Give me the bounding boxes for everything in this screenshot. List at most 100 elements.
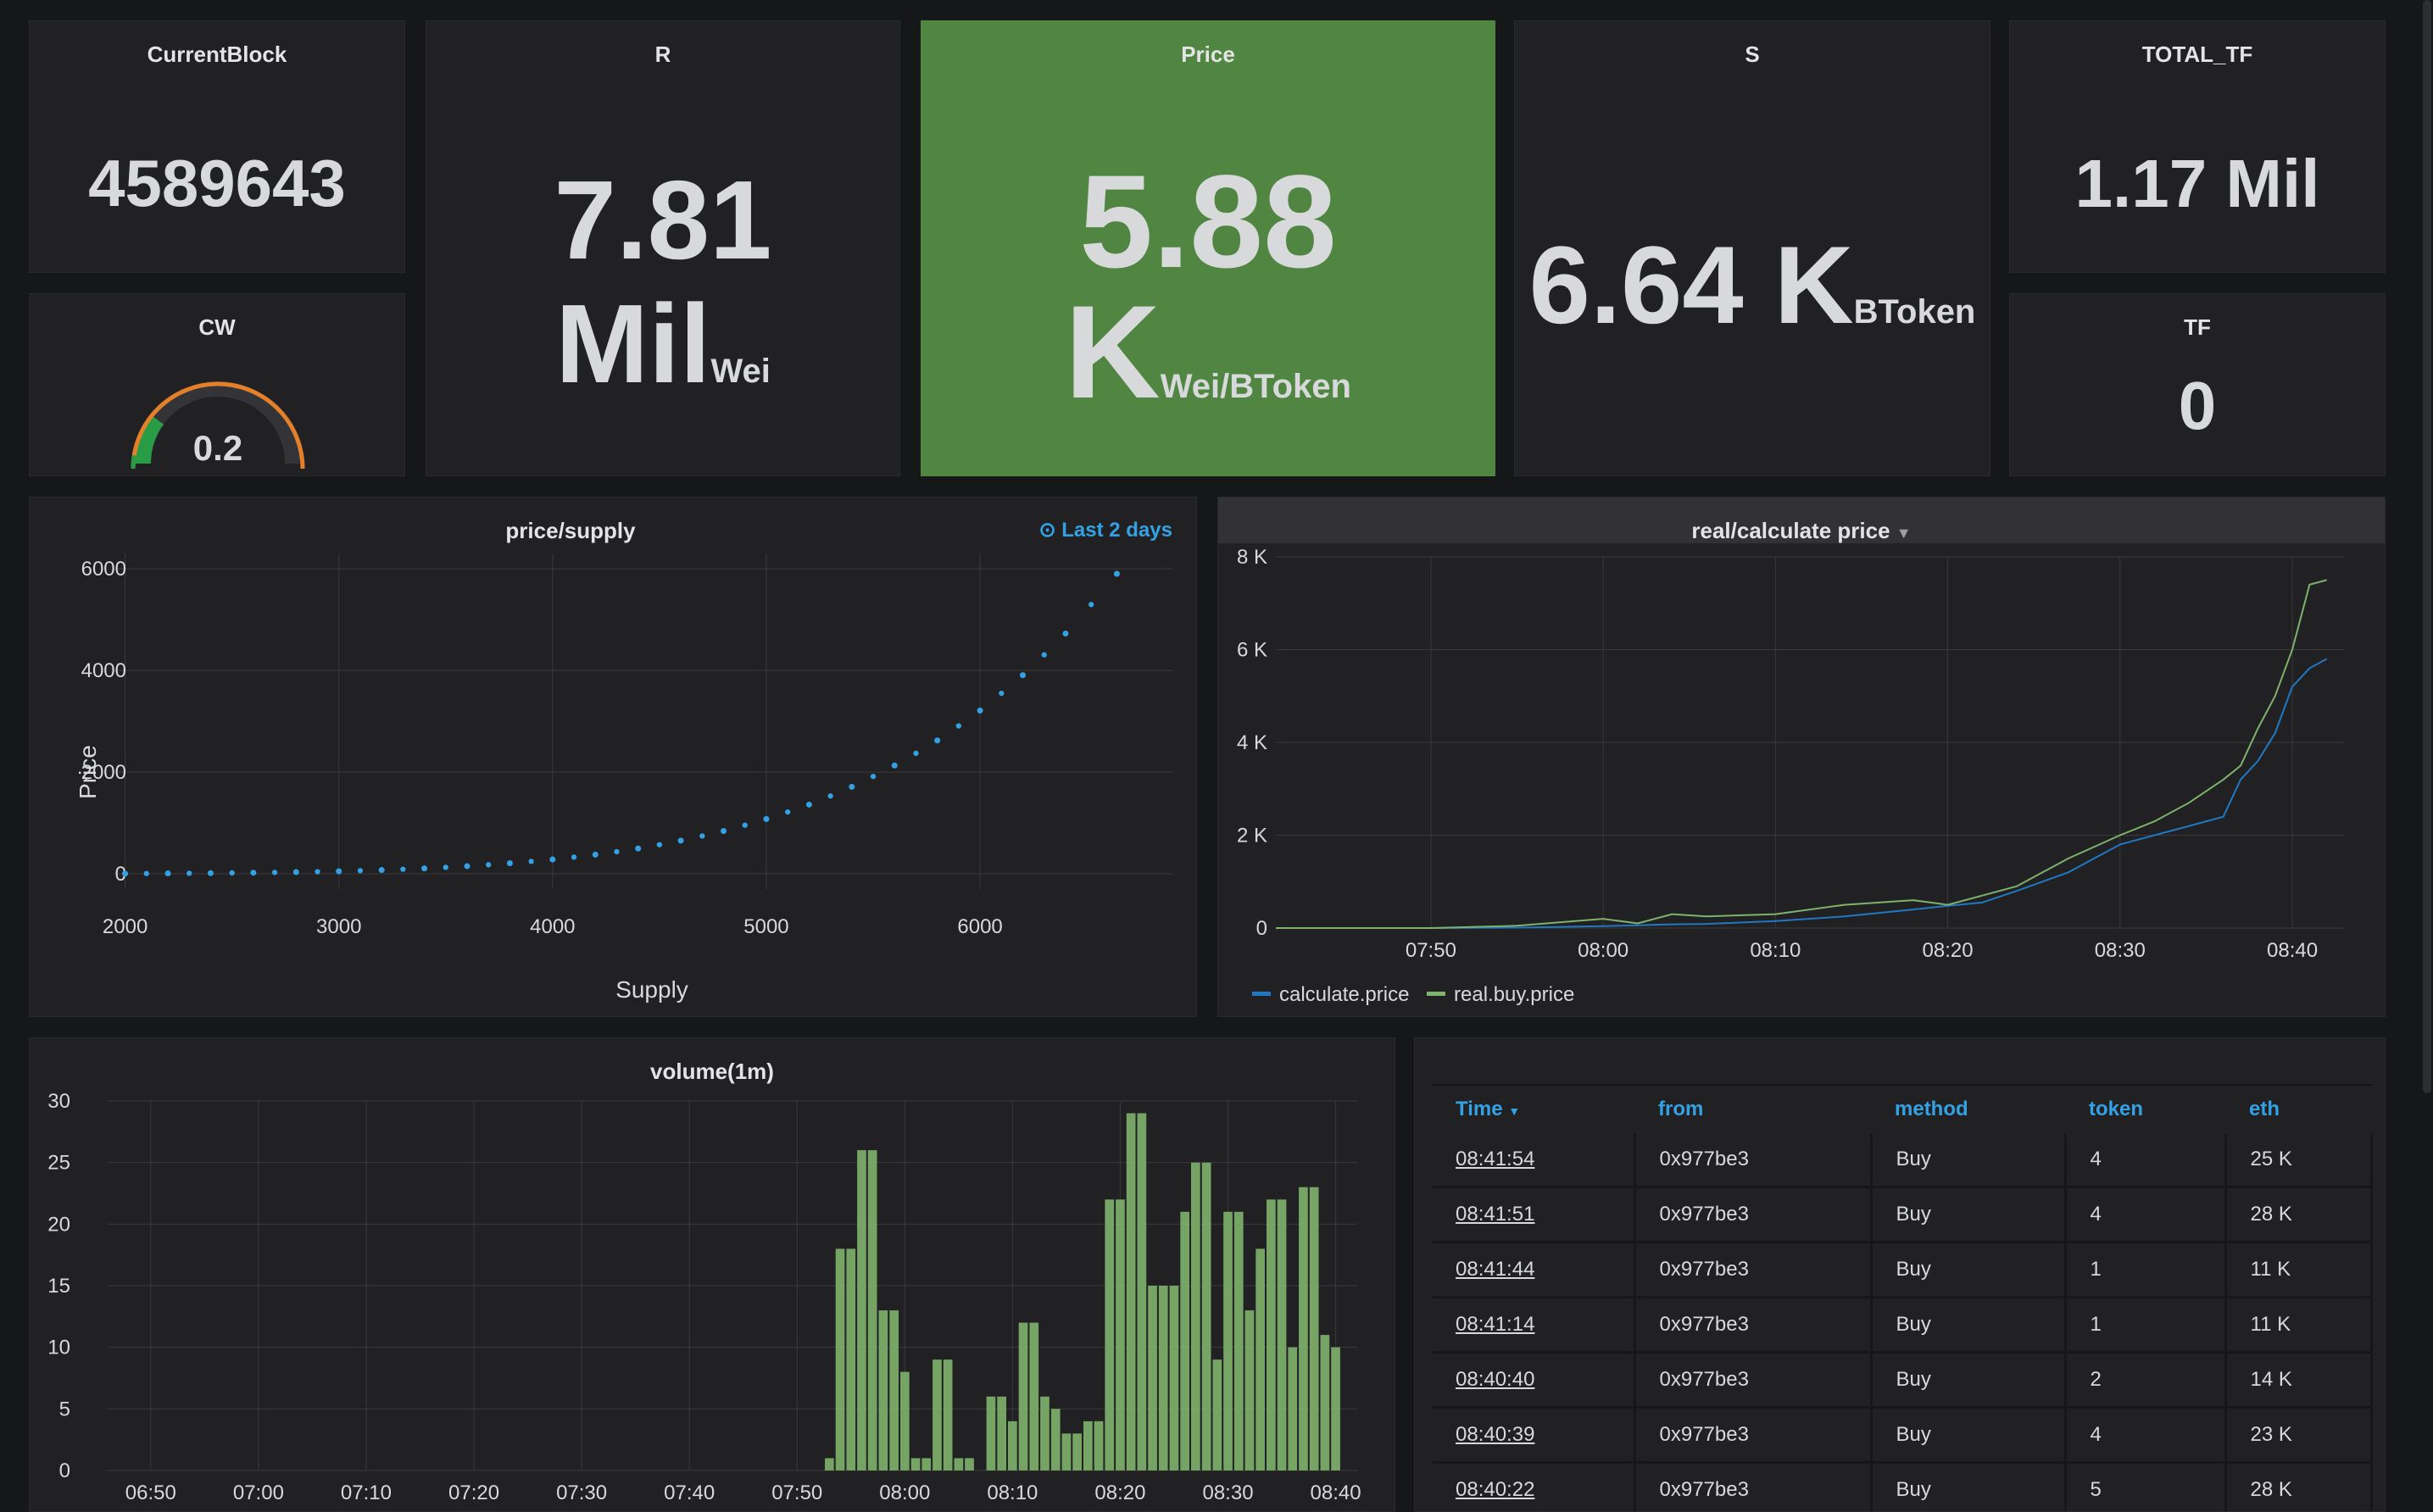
bar (900, 1372, 910, 1470)
transactions-panel[interactable]: Time ▼ from method token eth 08:41:54 0x… (1414, 1037, 2386, 1512)
x-tick-label: 6000 (957, 915, 1002, 938)
data-point (934, 737, 940, 743)
x-tick-label: 07:20 (448, 1481, 499, 1504)
data-point (1062, 631, 1068, 636)
column-header-method[interactable]: method (1871, 1085, 2065, 1133)
cell-time[interactable]: 08:41:51 (1432, 1187, 1634, 1242)
x-axis-label: Supply (615, 976, 688, 1003)
x-tick-label: 08:10 (987, 1481, 1038, 1504)
bar (1051, 1409, 1061, 1470)
column-header-token[interactable]: token (2065, 1085, 2225, 1133)
price-value-line2: KWei/BToken (921, 281, 1495, 459)
x-tick-label: 07:40 (664, 1481, 715, 1504)
bar (1191, 1163, 1200, 1470)
data-point (1114, 570, 1120, 576)
total-tf-panel[interactable]: TOTAL_TF 1.17 Mil (2009, 20, 2386, 273)
cell-token: 4 (2065, 1408, 2225, 1463)
s-value-row: 6.64 KBToken (1515, 221, 1990, 375)
bar (1321, 1335, 1330, 1470)
column-header-eth[interactable]: eth (2225, 1085, 2372, 1133)
bar (1008, 1421, 1017, 1470)
price-panel[interactable]: Price 5.88 KWei/BToken (921, 20, 1495, 476)
data-point (678, 837, 684, 843)
bar (1223, 1212, 1233, 1470)
data-point (956, 723, 961, 728)
column-header-time[interactable]: Time ▼ (1432, 1085, 1634, 1133)
y-tick-label: 0 (1256, 917, 1267, 940)
cell-time[interactable]: 08:41:54 (1432, 1133, 1634, 1187)
table-row: 08:40:22 0x977be3 Buy 5 28 K (1432, 1463, 2372, 1512)
x-tick-label: 08:30 (1202, 1481, 1253, 1504)
data-point (1020, 672, 1026, 678)
price-value-line1: 5.88 (921, 150, 1495, 294)
data-point (486, 862, 491, 867)
y-tick-label: 4000 (81, 659, 126, 682)
cell-eth: 14 K (2225, 1353, 2372, 1408)
data-point (1042, 652, 1047, 657)
cell-eth: 11 K (2225, 1298, 2372, 1353)
panel-title: R (426, 42, 899, 68)
bar (1127, 1114, 1136, 1471)
data-point (1088, 602, 1094, 607)
column-header-from[interactable]: from (1634, 1085, 1871, 1133)
cell-eth: 23 K (2225, 1408, 2372, 1463)
r-unit: Wei (710, 353, 770, 390)
s-unit: BToken (1854, 293, 1976, 331)
data-point (849, 784, 855, 790)
tf-panel[interactable]: TF 0 (2009, 293, 2386, 476)
y-tick-label: 5 (59, 1398, 70, 1420)
cell-time[interactable]: 08:41:44 (1432, 1242, 1634, 1298)
data-point (549, 857, 555, 863)
data-point (999, 691, 1004, 696)
data-point (763, 816, 769, 822)
cell-token: 2 (2065, 1353, 2225, 1408)
cell-time[interactable]: 08:41:14 (1432, 1298, 1634, 1353)
data-point (977, 708, 983, 714)
bar (836, 1248, 845, 1470)
cell-time[interactable]: 08:40:22 (1432, 1463, 1634, 1512)
current-block-panel[interactable]: CurrentBlock 4589643 (29, 20, 405, 273)
cell-token: 1 (2065, 1298, 2225, 1353)
r-panel[interactable]: R 7.81 MilWei (426, 20, 900, 476)
bar (911, 1459, 921, 1471)
bar (1267, 1199, 1276, 1470)
page-scrollbar[interactable] (2423, 0, 2431, 1093)
series-line (1276, 659, 2327, 928)
data-point (614, 849, 619, 854)
bar (1083, 1421, 1093, 1470)
cell-from: 0x977be3 (1634, 1353, 1871, 1408)
data-point (465, 863, 470, 869)
total-tf-value: 1.17 Mil (2010, 145, 2385, 223)
sort-desc-icon: ▼ (1508, 1104, 1520, 1118)
data-point (144, 870, 149, 876)
cell-time[interactable]: 08:40:39 (1432, 1408, 1634, 1463)
bar (1040, 1397, 1049, 1470)
bar (944, 1359, 953, 1470)
data-point (336, 868, 342, 874)
table-header-row: Time ▼ from method token eth (1432, 1085, 2372, 1133)
x-tick-label: 07:10 (341, 1481, 392, 1504)
s-panel[interactable]: S 6.64 KBToken (1514, 20, 1990, 476)
cell-method: Buy (1871, 1242, 2065, 1298)
y-tick-label: 2 K (1237, 825, 1267, 848)
gauge-threshold-green (133, 455, 134, 469)
bar (1116, 1199, 1125, 1470)
y-tick-label: 8 K (1237, 546, 1267, 569)
table-row: 08:40:40 0x977be3 Buy 2 14 K (1432, 1353, 2372, 1408)
bar (1288, 1348, 1297, 1470)
data-point (699, 833, 704, 838)
price-unit: Wei/BToken (1161, 368, 1351, 405)
cw-panel[interactable]: CW 0.2 (29, 293, 405, 476)
bar (857, 1150, 866, 1470)
data-point (913, 751, 918, 756)
cell-method: Buy (1871, 1298, 2065, 1353)
bar (997, 1397, 1006, 1470)
cell-from: 0x977be3 (1634, 1187, 1871, 1242)
legend-swatch (1427, 992, 1445, 996)
cell-time[interactable]: 08:40:40 (1432, 1353, 1634, 1408)
